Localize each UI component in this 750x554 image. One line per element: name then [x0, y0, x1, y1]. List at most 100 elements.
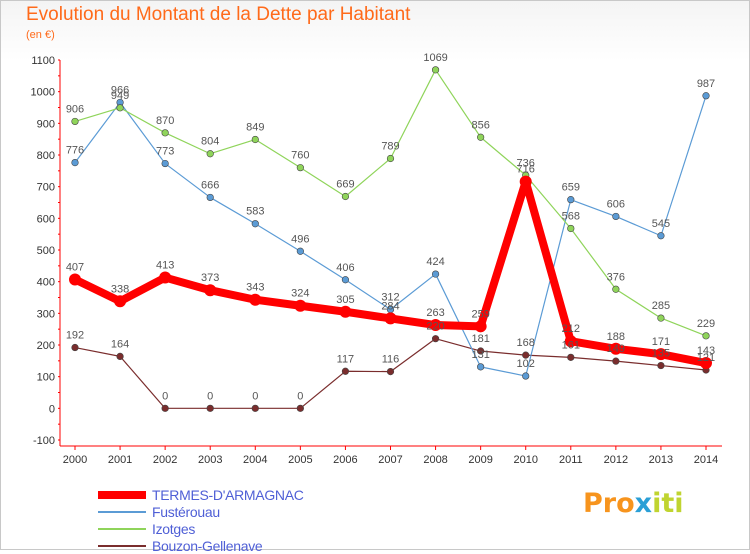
data-point [567, 353, 575, 361]
data-label: 407 [66, 261, 84, 273]
data-label: 1069 [423, 52, 447, 64]
y-tick-label: 300 [37, 308, 55, 320]
data-label: 906 [66, 103, 84, 115]
y-tick-label: 900 [37, 118, 55, 130]
data-point [522, 351, 530, 359]
data-point [431, 270, 440, 278]
data-point [296, 404, 304, 412]
logo-part-x: x [634, 488, 653, 519]
data-label: 856 [471, 119, 489, 131]
data-label: 212 [562, 323, 580, 335]
data-point [159, 271, 172, 284]
data-label: 568 [562, 210, 580, 222]
data-label: 424 [426, 256, 444, 268]
data-point [612, 212, 620, 221]
data-point [296, 247, 304, 255]
data-label: 376 [607, 271, 625, 283]
legend-label: Bouzon-Gellenave [152, 537, 263, 554]
chart-legend: TERMES-D'ARMAGNAC Fustérouau Izotges Bouzon… [98, 486, 304, 554]
y-tick-label: 600 [37, 213, 55, 225]
data-label: 849 [246, 121, 264, 133]
data-point [161, 159, 169, 168]
x-tick-label: 2008 [423, 454, 447, 466]
data-label: 161 [562, 339, 580, 351]
data-point [339, 305, 352, 318]
y-tick-label: 400 [37, 277, 55, 289]
data-point [609, 342, 622, 355]
data-point [71, 343, 79, 352]
legend-item: Bouzon-Gellenave [98, 537, 304, 554]
data-point [700, 357, 712, 370]
data-point [206, 150, 214, 158]
data-label: 181 [471, 333, 489, 345]
data-point [612, 285, 620, 293]
x-tick-label: 2013 [649, 454, 673, 466]
data-point [477, 363, 485, 371]
y-tick-label: 500 [37, 245, 55, 257]
data-point [384, 312, 397, 325]
data-label: 143 [697, 345, 715, 357]
data-label: 117 [337, 353, 355, 365]
data-label: 121 [697, 352, 715, 364]
data-point [519, 175, 532, 188]
data-label: 949 [111, 90, 129, 102]
data-point [564, 335, 577, 348]
data-point [477, 133, 485, 141]
data-label: 406 [336, 262, 354, 274]
data-label: 776 [66, 145, 84, 157]
data-label: 496 [291, 233, 309, 245]
legend-swatch [98, 527, 146, 530]
data-point [657, 314, 665, 322]
logo-part-a: Pro [583, 488, 635, 519]
data-point [567, 224, 575, 233]
y-tick-label: 800 [37, 150, 55, 162]
logo-part-b: iti [652, 488, 684, 519]
data-label: 259 [471, 308, 489, 320]
data-point [69, 273, 81, 286]
data-label: 373 [201, 272, 219, 284]
data-point [386, 154, 395, 163]
data-point [474, 320, 487, 333]
y-tick-label: 100 [37, 372, 55, 384]
x-tick-label: 2011 [559, 454, 583, 466]
y-tick-label: 1100 [31, 55, 55, 67]
data-label: 606 [607, 198, 625, 210]
chart-subtitle: (en €) [26, 29, 55, 41]
data-label: 760 [291, 150, 309, 162]
data-point [251, 404, 259, 412]
legend-swatch [98, 544, 146, 547]
legend-label: TERMES-D'ARMAGNAC [152, 486, 304, 503]
data-point [296, 164, 304, 172]
legend-item: Izotges [98, 520, 304, 537]
x-tick-label: 2004 [243, 454, 267, 466]
data-label: 312 [381, 292, 399, 304]
data-point [702, 332, 710, 340]
proxiti-logo: Proxiti [583, 488, 684, 519]
data-point [116, 104, 124, 112]
y-tick-label: -100 [33, 435, 55, 447]
data-label: 343 [246, 282, 264, 294]
data-label: 135 [652, 348, 670, 360]
y-tick-label: 1000 [31, 87, 55, 99]
legend-swatch [98, 510, 146, 513]
data-point [116, 352, 124, 361]
data-point [341, 276, 350, 284]
data-label: 666 [201, 179, 219, 191]
x-tick-label: 2014 [694, 454, 718, 466]
data-label: 164 [111, 338, 129, 350]
data-label: 192 [66, 330, 84, 342]
data-label: 220 [426, 321, 444, 333]
y-tick-label: 200 [37, 340, 55, 352]
data-point [206, 193, 214, 202]
data-label: 413 [156, 260, 174, 272]
data-point [294, 299, 307, 312]
data-label: 168 [517, 337, 535, 349]
x-tick-label: 2007 [378, 454, 402, 466]
data-point [341, 367, 350, 375]
data-label: 659 [562, 182, 580, 194]
data-label: 0 [207, 390, 213, 402]
data-label: 545 [652, 218, 670, 230]
data-point [206, 404, 214, 412]
